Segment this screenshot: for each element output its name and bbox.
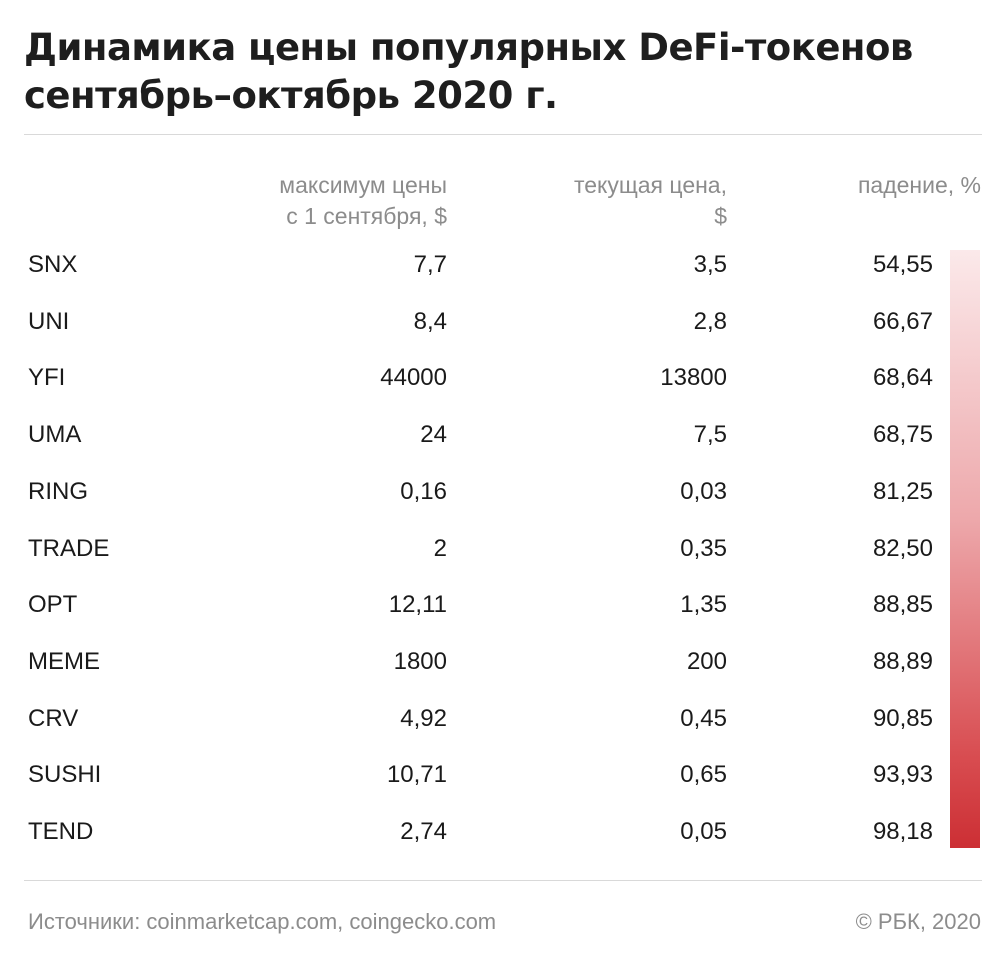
token-name-cell: OPT <box>28 591 78 619</box>
header-drop-percent: падение, % <box>858 170 981 201</box>
max-price-cell: 4,92 <box>400 704 447 732</box>
title-line-1: Динамика цены популярных DeFi-токенов <box>24 26 913 69</box>
table-row: YFI 44000 13800 68,64 <box>0 358 1005 398</box>
token-name-cell: MEME <box>28 647 100 675</box>
top-divider <box>24 134 982 135</box>
drop-percent-cell: 82,50 <box>872 534 933 562</box>
drop-percent-cell: 68,64 <box>872 364 933 392</box>
current-price-cell: 0,65 <box>680 761 727 789</box>
max-price-cell: 2,74 <box>400 818 447 845</box>
token-name-cell: UMA <box>28 421 82 449</box>
drop-percent-cell: 68,75 <box>872 421 933 449</box>
header-max-line-2: с 1 сентября, $ <box>286 203 447 229</box>
table-row: RING 0,16 0,03 81,25 <box>0 472 1005 512</box>
token-name-cell: RING <box>28 477 88 505</box>
table-row: UNI 8,4 2,8 66,67 <box>0 302 1005 342</box>
chart-title: Динамика цены популярных DeFi-токенов се… <box>24 24 984 120</box>
current-price-cell: 0,05 <box>680 818 727 845</box>
copyright-note: © РБК, 2020 <box>855 909 981 934</box>
current-price-cell: 0,35 <box>680 534 727 562</box>
current-price-cell: 1,35 <box>680 591 727 619</box>
drop-percent-cell: 88,89 <box>872 647 933 675</box>
drop-percent-cell: 90,85 <box>872 704 933 732</box>
current-price-cell: 13800 <box>660 364 727 392</box>
max-price-cell: 2 <box>433 534 447 562</box>
max-price-cell: 12,11 <box>388 591 447 619</box>
current-price-cell: 2,8 <box>693 307 727 335</box>
table-row: MEME 1800 200 88,89 <box>0 642 1005 682</box>
drop-percent-cell: 98,18 <box>872 818 933 845</box>
token-name-cell: TRADE <box>28 534 110 562</box>
header-max-line-1: максимум цены <box>279 172 447 198</box>
max-price-cell: 1800 <box>393 647 447 675</box>
token-name-cell: CRV <box>28 704 79 732</box>
max-price-cell: 0,16 <box>400 477 447 505</box>
token-name-cell: SUSHI <box>28 761 102 789</box>
current-price-cell: 3,5 <box>693 251 727 278</box>
max-price-cell: 44000 <box>380 364 447 392</box>
drop-percent-cell: 81,25 <box>872 477 933 505</box>
current-price-cell: 200 <box>686 647 727 675</box>
header-current-price: текущая цена, $ <box>574 170 727 232</box>
table-row: SUSHI 10,71 0,65 93,93 <box>0 755 1005 795</box>
max-price-cell: 7,7 <box>413 251 447 278</box>
max-price-cell: 24 <box>420 421 447 449</box>
token-name-cell: SNX <box>28 251 78 278</box>
header-max-price: максимум цены с 1 сентября, $ <box>279 170 447 232</box>
max-price-cell: 10,71 <box>386 761 447 789</box>
token-name-cell: YFI <box>28 364 66 392</box>
drop-percent-cell: 66,67 <box>872 307 933 335</box>
drop-percent-cell: 88,85 <box>872 591 933 619</box>
bottom-divider <box>24 880 982 881</box>
table-row: OPT 12,11 1,35 88,85 <box>0 585 1005 625</box>
current-price-cell: 0,45 <box>680 704 727 732</box>
drop-percent-cell: 54,55 <box>872 251 933 278</box>
token-name-cell: UNI <box>28 307 70 335</box>
drop-percent-cell: 93,93 <box>872 761 933 789</box>
sources-note: Источники: coinmarketcap.com, coingecko.… <box>28 909 497 934</box>
header-cur-line-1: текущая цена, <box>573 172 727 198</box>
token-name-cell: TEND <box>28 818 94 845</box>
table-row: CRV 4,92 0,45 90,85 <box>0 699 1005 739</box>
current-price-cell: 0,03 <box>680 477 727 505</box>
current-price-cell: 7,5 <box>693 421 727 449</box>
table-row: TEND 2,74 0,05 98,18 <box>0 812 1005 852</box>
title-line-2: сентябрь–октябрь 2020 г. <box>24 74 558 117</box>
header-drop-line: падение, % <box>857 172 981 198</box>
max-price-cell: 8,4 <box>413 307 447 335</box>
table-row: SNX 7,7 3,5 54,55 <box>0 245 1005 285</box>
drop-gradient-bar <box>950 250 980 848</box>
table-row: UMA 24 7,5 68,75 <box>0 415 1005 455</box>
header-cur-line-2: $ <box>714 203 727 229</box>
table-row: TRADE 2 0,35 82,50 <box>0 529 1005 569</box>
